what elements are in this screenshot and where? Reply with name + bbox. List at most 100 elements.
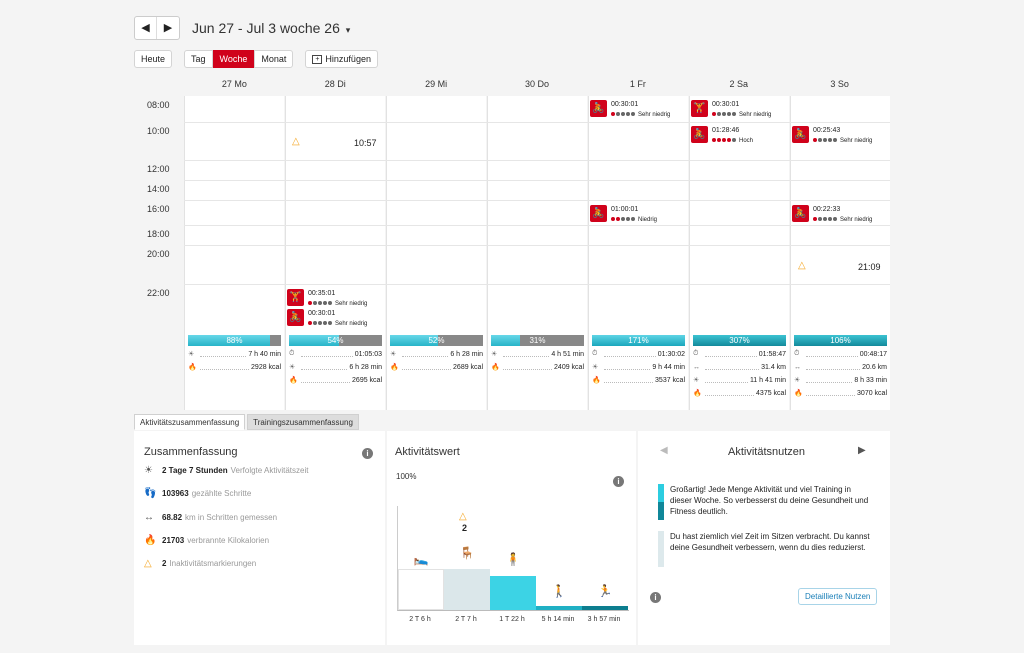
- daily-summary[interactable]: 52% ☀ 6 h 28 min 🔥 2689 kcal: [386, 334, 486, 410]
- activity-time-icon: ☀: [491, 351, 498, 358]
- summary-value: 3537 kcal: [655, 376, 685, 384]
- event-duration: 00:30:01: [712, 101, 740, 108]
- daily-summary[interactable]: 31% ☀ 4 h 51 min 🔥 2409 kcal: [487, 334, 587, 410]
- event-details: 00:22:33 Sehr niedrig: [813, 205, 872, 225]
- activity-goal-bar: 52%: [390, 335, 483, 346]
- day-view-button[interactable]: Tag: [184, 50, 213, 68]
- daily-summary[interactable]: 307% ⏱ 01:58:47 ↔ 31.4 km ☀ 11 h 41 min 🔥 43…: [689, 334, 789, 410]
- detailed-benefits-button[interactable]: Detaillierte Nutzen: [798, 588, 878, 605]
- training-event[interactable]: 🚴 00:30:01 Sehr niedrig: [590, 100, 670, 120]
- benefit-message-text: Du hast ziemlich viel Zeit im Sitzen ver…: [670, 532, 870, 552]
- day-header[interactable]: 2 Sa: [729, 79, 748, 89]
- day-column[interactable]: [184, 96, 284, 334]
- stopwatch-icon: ⏱: [592, 350, 598, 357]
- time-label: 08:00: [147, 100, 170, 110]
- summary-stat-label: Verfolgte Aktivitätszeit: [230, 466, 309, 475]
- activity-goal-percent: 171%: [628, 336, 649, 345]
- activity-goal-bar: 171%: [592, 335, 685, 346]
- day-header[interactable]: 30 Do: [524, 79, 550, 89]
- daily-summary[interactable]: 171% ⏱ 01:30:02 ☀ 9 h 44 min 🔥 3537 kcal: [588, 334, 688, 410]
- training-event[interactable]: 🚴 00:25:43 Sehr niedrig: [792, 126, 872, 146]
- activity-bar-sitting[interactable]: [444, 569, 490, 610]
- day-header[interactable]: 29 Mi: [425, 79, 448, 89]
- activity-goal-bar: 106%: [794, 335, 887, 346]
- tab-activity-summary[interactable]: Aktivitätszusammenfassung: [134, 414, 246, 430]
- running-icon: 🏃: [597, 584, 613, 598]
- event-intensity: Sehr niedrig: [739, 112, 772, 118]
- cycling-icon: 🚴: [590, 100, 607, 117]
- info-icon[interactable]: i: [362, 448, 373, 459]
- activity-bar-medium[interactable]: [536, 606, 582, 610]
- prev-week-button[interactable]: ◀: [135, 17, 157, 39]
- next-arrow-icon[interactable]: ▶: [858, 445, 866, 456]
- day-header[interactable]: 28 Di: [324, 79, 346, 89]
- event-details: 00:25:43 Sehr niedrig: [813, 126, 872, 146]
- activity-goal-bar: 31%: [491, 335, 584, 346]
- summary-title: Zusammenfassung: [144, 446, 238, 458]
- event-intensity-row: Sehr niedrig: [611, 110, 670, 120]
- activity-goal-percent: 31%: [529, 336, 546, 345]
- activity-time-icon: ☀: [390, 351, 397, 358]
- summary-stat: 🔥 21703 verbrannte Kilokalorien: [144, 535, 269, 546]
- summary-stat-label: verbrannte Kilokalorien: [187, 536, 270, 545]
- week-view-button[interactable]: Woche: [212, 50, 255, 68]
- info-icon[interactable]: i: [613, 476, 624, 487]
- tab-training-summary[interactable]: Trainingszusammenfassung: [247, 414, 359, 430]
- summary-value: 31.4 km: [761, 363, 786, 371]
- summary-row: 🔥 4375 kcal: [693, 388, 786, 398]
- grid-line: [184, 160, 890, 161]
- month-view-button[interactable]: Monat: [254, 50, 294, 68]
- daily-summary[interactable]: 54% ⏱ 01:05:03 ☀ 6 h 28 min 🔥 2695 kcal: [285, 334, 385, 410]
- summary-value: 11 h 41 min: [749, 376, 786, 384]
- daily-summary[interactable]: 88% ☀ 7 h 40 min 🔥 2928 kcal: [184, 334, 284, 410]
- benefit-message: Du hast ziemlich viel Zeit im Sitzen ver…: [658, 531, 870, 567]
- summary-row: ☀ 8 h 33 min: [794, 375, 887, 385]
- day-header[interactable]: 1 Fr: [629, 79, 646, 89]
- calories-icon: 🔥: [289, 377, 298, 384]
- day-column[interactable]: [487, 96, 587, 334]
- summary-row: ⏱ 01:30:02: [592, 349, 685, 359]
- calories-icon: 🔥: [794, 390, 803, 397]
- summary-stat: 👣 103963 gezählte Schritte: [144, 488, 251, 499]
- summary-value: 2928 kcal: [251, 363, 281, 371]
- today-button[interactable]: Heute: [134, 50, 173, 68]
- day-header[interactable]: 3 So: [830, 79, 849, 89]
- activity-bar-high[interactable]: [582, 606, 628, 610]
- training-event[interactable]: 🏋 00:30:01 Sehr niedrig: [691, 100, 771, 120]
- time-label: 10:00: [147, 126, 170, 136]
- summary-row: 🔥 2689 kcal: [390, 362, 483, 372]
- summary-stat-value: 2 Tage 7 Stunden: [162, 466, 228, 475]
- summary-stat-value: 68.82: [162, 513, 183, 522]
- inactivity-warning-icon[interactable]: △: [292, 136, 300, 147]
- event-duration: 01:00:01: [611, 206, 639, 213]
- calories-icon: 🔥: [390, 364, 399, 371]
- summary-stat-value: 2: [162, 559, 167, 568]
- training-event[interactable]: 🚴 01:00:01 Niedrig: [590, 205, 657, 225]
- training-event[interactable]: 🚴 01:28:46 Hoch: [691, 126, 753, 146]
- add-button[interactable]: + Hinzufügen: [305, 50, 378, 68]
- activity-bar-low[interactable]: [490, 576, 536, 610]
- event-intensity-row: Niedrig: [611, 215, 657, 225]
- activity-bar-sleep[interactable]: [398, 569, 444, 610]
- activity-goal-percent: 106%: [830, 336, 851, 345]
- calories-icon: 🔥: [693, 390, 702, 397]
- date-range-dropdown[interactable]: Jun 27 - Jul 3 woche 26 ▾: [192, 20, 350, 36]
- summary-stat: △ 2 Inaktivitätsmarkierungen: [144, 558, 256, 569]
- inactivity-warning-icon[interactable]: △: [798, 260, 806, 271]
- training-event[interactable]: 🚴 00:22:33 Sehr niedrig: [792, 205, 872, 225]
- prev-arrow-icon[interactable]: ◀: [660, 445, 668, 456]
- daily-summary[interactable]: 106% ⏱ 00:48:17 ↔ 20.6 km ☀ 8 h 33 min 🔥 307…: [790, 334, 890, 410]
- event-duration: 00:30:01: [308, 310, 336, 317]
- grid-line: [184, 245, 890, 246]
- info-icon[interactable]: i: [650, 592, 661, 603]
- event-duration: 00:30:01: [611, 101, 639, 108]
- training-event[interactable]: 🏋 00:35:01 Sehr niedrig: [287, 289, 367, 309]
- training-event[interactable]: 🚴 00:30:01 Sehr niedrig: [287, 309, 367, 329]
- benefit-color-bar: [658, 484, 664, 520]
- summary-value: 2695 kcal: [352, 376, 382, 384]
- summary-row: ☀ 11 h 41 min: [693, 375, 786, 385]
- day-header[interactable]: 27 Mo: [221, 79, 247, 89]
- bar-label: 2 T 7 h: [455, 616, 477, 623]
- next-week-button[interactable]: ▶: [163, 22, 173, 34]
- day-column[interactable]: [386, 96, 486, 334]
